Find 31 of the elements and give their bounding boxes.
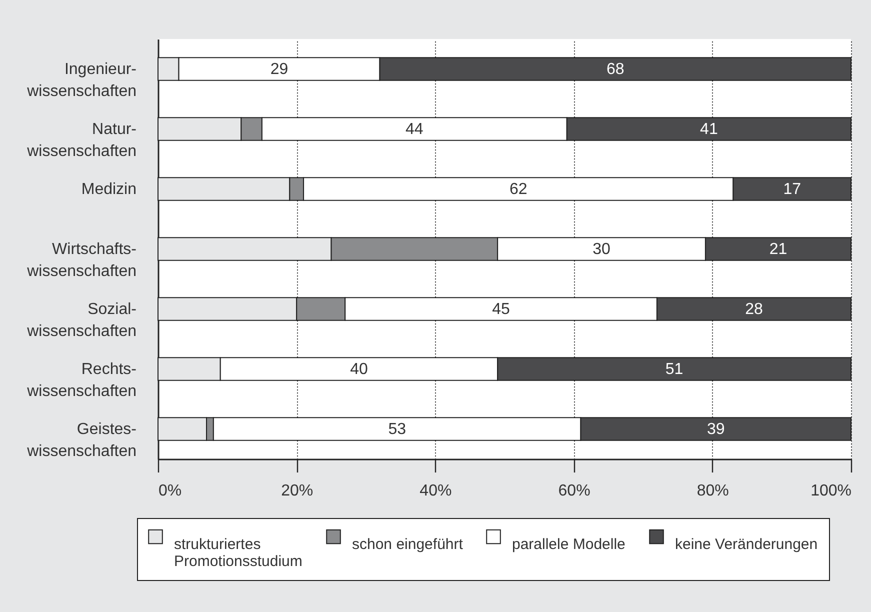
data-label: 21 [769,241,788,258]
data-label: 53 [388,421,406,438]
data-label: 40 [350,361,368,378]
y-tick-label: Rechts- wissenschaften [26,361,136,400]
data-label: 44 [406,121,424,138]
y-tick-label: Geistes- wissenschaften [26,421,136,460]
data-label: 28 [745,301,763,318]
data-label: 41 [700,121,718,138]
data-label: 62 [509,181,528,198]
legend-label: schon eingeführt [352,536,464,553]
data-label: 39 [706,421,725,438]
legend-label: keine Veränderungen [675,536,818,553]
x-tick-label: 40% [420,482,452,500]
y-tick-label: Ingenieur- wissenschaften [26,61,136,100]
x-tick-label: 80% [696,482,729,500]
data-label: 29 [270,61,288,78]
legend-label: parallele Modelle [512,536,626,553]
x-tick-label: 60% [558,482,590,500]
legend-label: strukturiertes Promotionsstudium [174,536,302,570]
data-label: 45 [492,301,510,318]
data-label: 68 [606,61,624,78]
data-label: 17 [783,181,802,198]
x-tick-label: 20% [281,482,314,500]
x-tick-label: 0% [158,482,182,500]
data-label: 51 [665,361,684,378]
y-tick-label: Sozial- wissenschaften [26,301,136,340]
y-tick-label: Natur- wissenschaften [26,121,136,160]
data-label: 30 [592,241,611,258]
y-tick-label: Medizin [81,181,136,198]
y-tick-label: Wirtschafts- wissenschaften [26,241,136,280]
x-tick-label: 100% [810,482,852,500]
